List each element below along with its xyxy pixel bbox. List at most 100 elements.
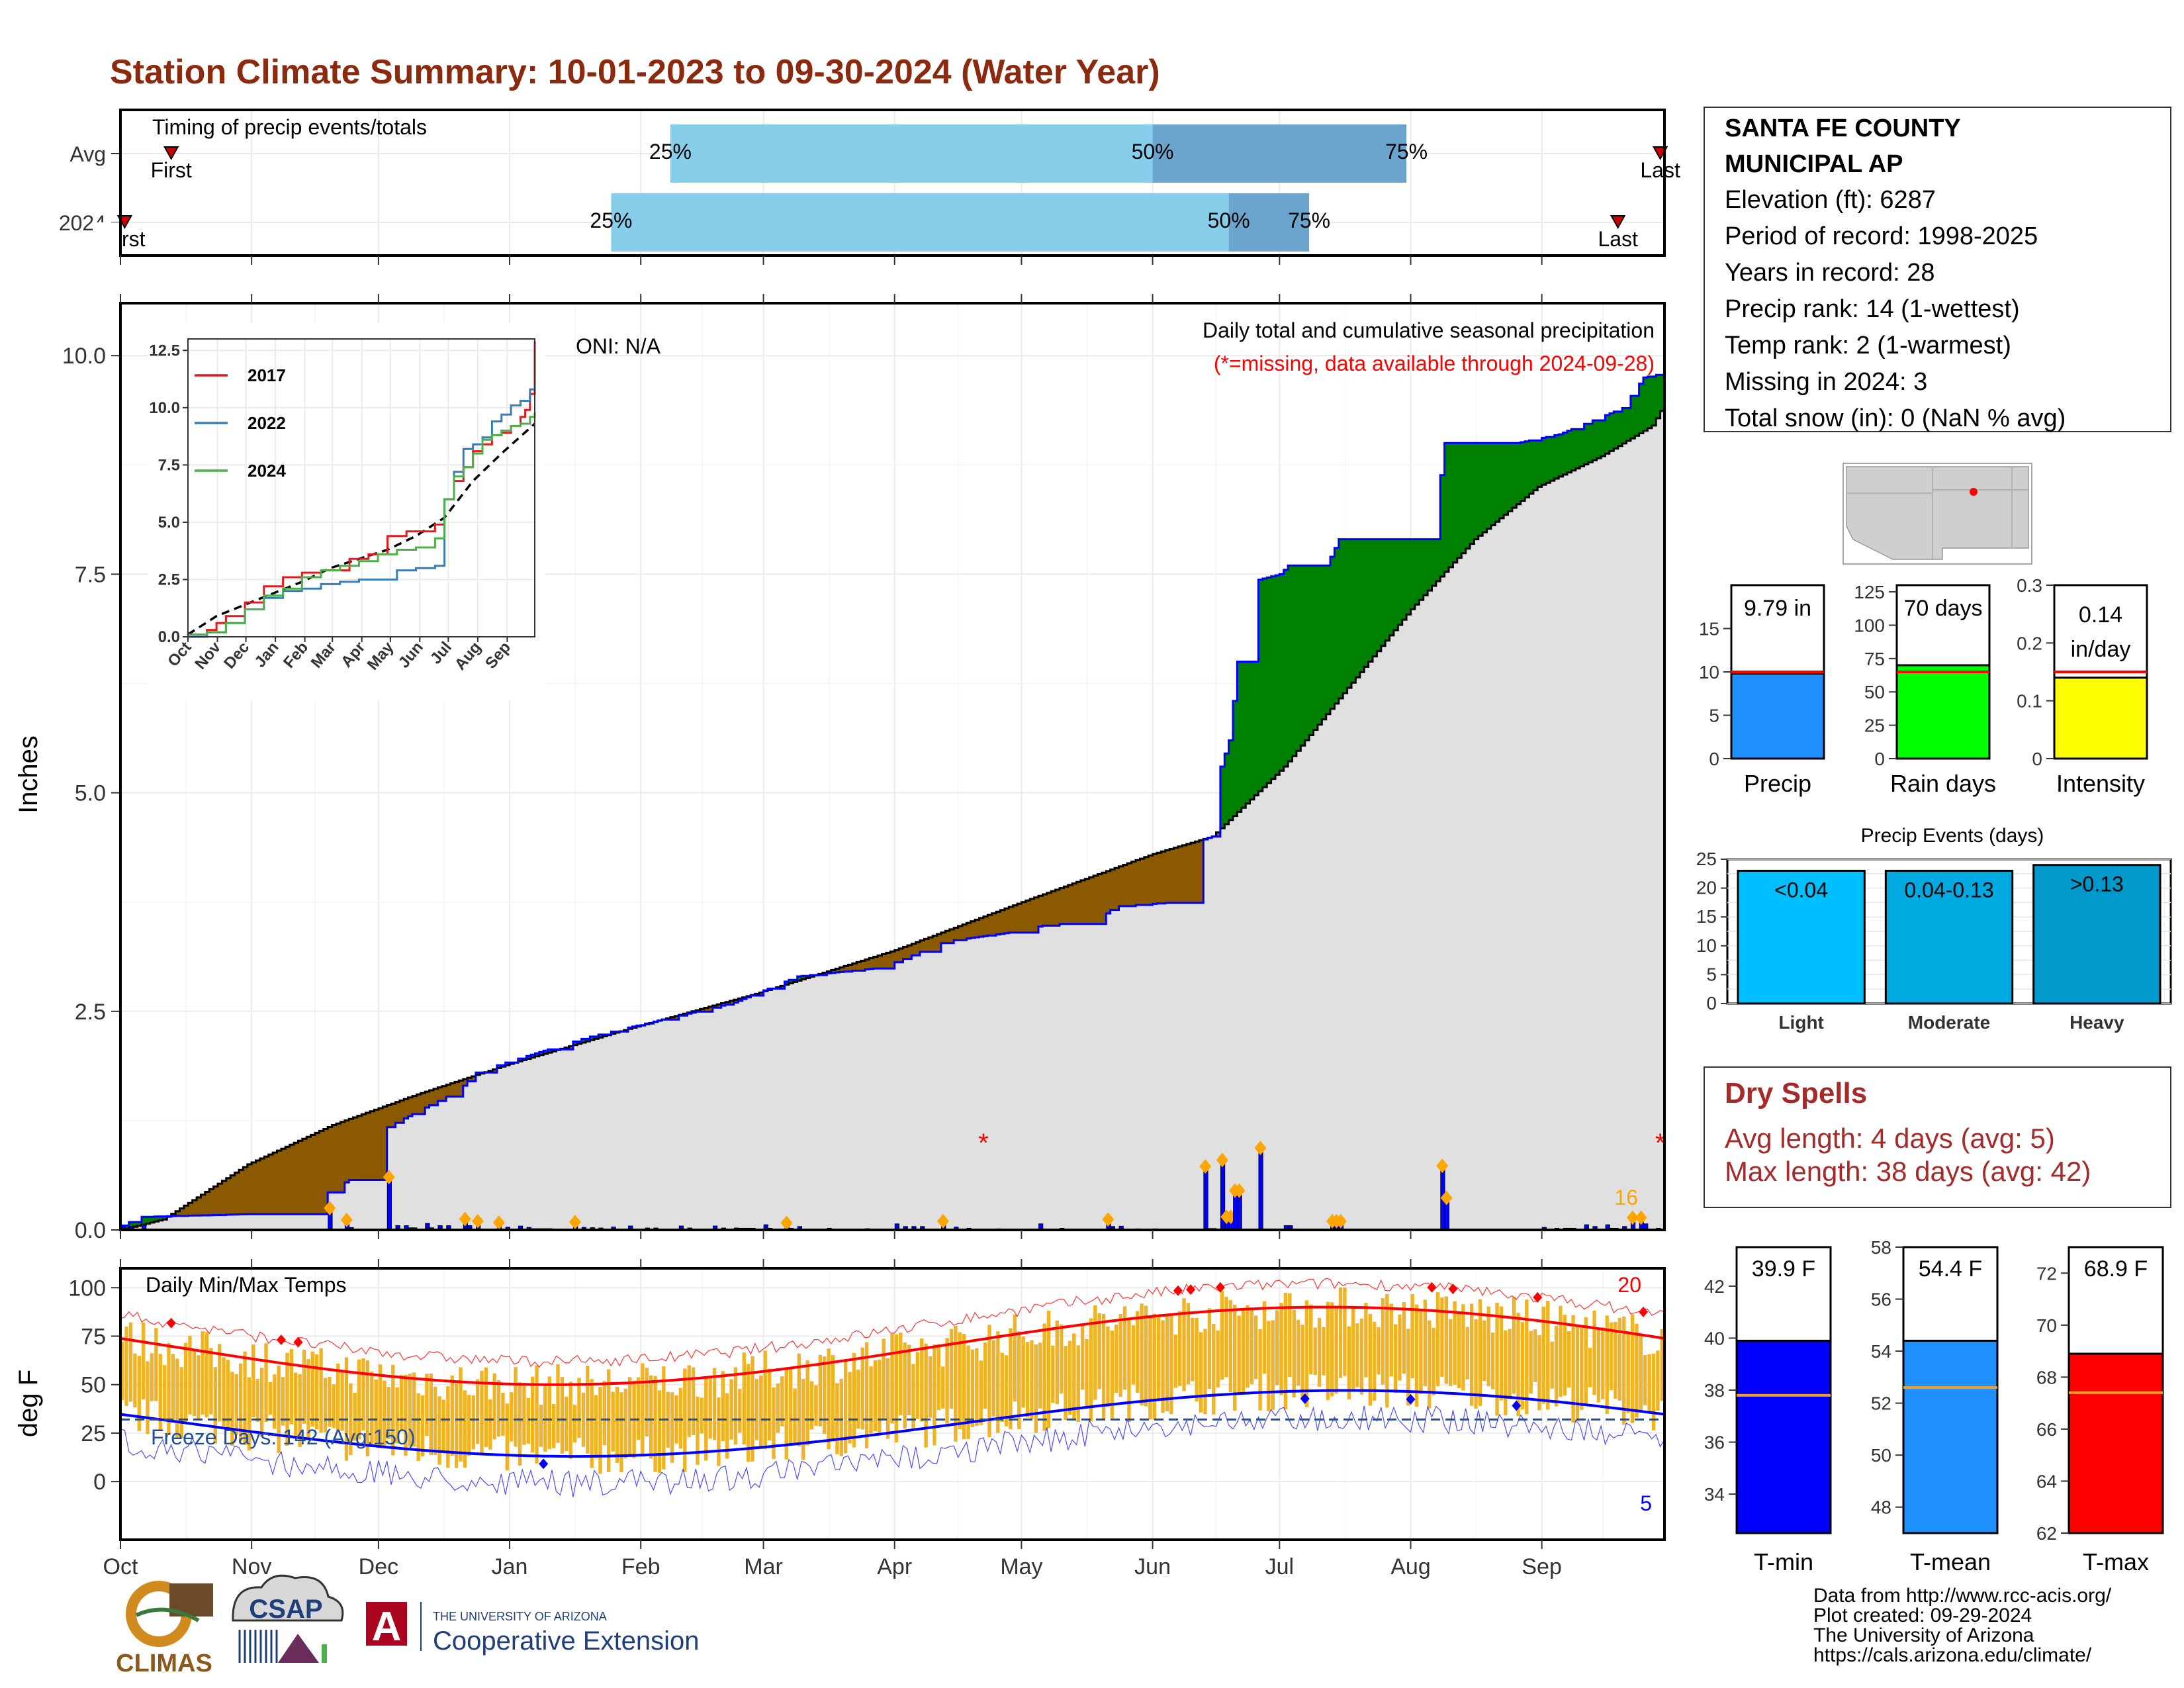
precip-deficit bbox=[1140, 859, 1145, 906]
precip-deficit bbox=[1161, 851, 1166, 904]
precip-deficit bbox=[420, 1093, 426, 1114]
precip-deficit bbox=[1064, 886, 1069, 924]
precip-ytick-label: 5.0 bbox=[75, 781, 106, 806]
precip-deficit bbox=[437, 1087, 443, 1102]
temp-daily-range bbox=[1461, 1304, 1465, 1391]
temp-daily-range bbox=[907, 1344, 911, 1416]
precip-record-marker bbox=[1626, 1210, 1639, 1225]
precip-deficit bbox=[433, 1088, 438, 1105]
csap-logo-text: CSAP bbox=[249, 1595, 322, 1624]
temp-daily-range bbox=[1575, 1324, 1580, 1421]
precip-surplus bbox=[1237, 661, 1242, 812]
precip-deficit bbox=[882, 954, 887, 969]
temp-daily-range bbox=[700, 1397, 704, 1434]
precip-deficit bbox=[1030, 899, 1035, 933]
temp-daily-range bbox=[801, 1379, 805, 1460]
temp-daily-range bbox=[793, 1388, 797, 1443]
temp-daily-range bbox=[864, 1342, 869, 1449]
precip-deficit bbox=[251, 1162, 257, 1215]
temp-daily-range bbox=[623, 1388, 628, 1459]
temp-daily-range bbox=[268, 1382, 273, 1415]
temp-daily-range bbox=[725, 1393, 729, 1459]
temp-daily-range bbox=[788, 1369, 793, 1444]
temp-record-max-marker bbox=[1448, 1284, 1458, 1295]
precip-deficit bbox=[1038, 896, 1044, 927]
precip-surplus bbox=[1453, 443, 1458, 563]
precip-surplus bbox=[1457, 443, 1462, 558]
temp-daily-range bbox=[991, 1340, 996, 1417]
precip-deficit bbox=[319, 1131, 324, 1215]
precip-deficit bbox=[399, 1100, 404, 1123]
temp-daily-range bbox=[1258, 1329, 1262, 1411]
precip-deficit bbox=[306, 1137, 312, 1215]
precip-surplus bbox=[158, 1216, 163, 1221]
summary-bar-ytick-label: 0 bbox=[2032, 749, 2042, 769]
ua-logo: A THE UNIVERSITY OF ARIZONA Cooperative Ex… bbox=[366, 1602, 699, 1656]
timing-p25-label: 25% bbox=[649, 140, 692, 164]
temp-daily-range bbox=[412, 1372, 416, 1447]
events-bar-value: 0.04-0.13 bbox=[1904, 878, 1993, 902]
precip-surplus bbox=[784, 981, 790, 985]
precip-surplus bbox=[1546, 437, 1551, 483]
precip-deficit bbox=[1097, 874, 1103, 924]
precip-deficit bbox=[1144, 857, 1149, 906]
temp-daily-range bbox=[729, 1379, 733, 1440]
temp-daily-range bbox=[340, 1372, 344, 1431]
precip-deficit bbox=[298, 1141, 303, 1215]
precip-surplus bbox=[1588, 424, 1593, 463]
precip-deficit bbox=[213, 1186, 218, 1215]
temp-record-min-line bbox=[120, 1405, 1665, 1497]
summary-bar-value: 70 days bbox=[1903, 596, 1982, 621]
precip-missing-marker: * bbox=[978, 1129, 989, 1158]
precip-surplus bbox=[1592, 420, 1598, 461]
precip-record-marker bbox=[471, 1213, 484, 1229]
temp-daily-range bbox=[475, 1379, 480, 1444]
temp-daily-range bbox=[234, 1374, 238, 1435]
temp-daily-range bbox=[1647, 1354, 1651, 1414]
temp-daily-range bbox=[873, 1360, 878, 1432]
precip-surplus bbox=[1563, 432, 1568, 475]
events-ytick-label: 15 bbox=[1696, 906, 1717, 927]
precip-surplus bbox=[518, 1058, 523, 1062]
temp-xtick-label: May bbox=[1000, 1554, 1042, 1579]
precip-surplus bbox=[1486, 443, 1492, 529]
temp-bar-ytick-label: 48 bbox=[1871, 1497, 1891, 1518]
temp-daily-range bbox=[1516, 1312, 1520, 1417]
temp-daily-range bbox=[869, 1366, 873, 1434]
precip-surplus bbox=[1258, 579, 1263, 792]
summary-bar-ytick-label: 125 bbox=[1854, 582, 1885, 602]
precip-record-marker bbox=[340, 1212, 353, 1227]
temp-panel-title: Daily Min/Max Temps bbox=[146, 1273, 346, 1297]
timing-title: Timing of precip events/totals bbox=[152, 115, 427, 139]
temp-daily-range bbox=[222, 1357, 226, 1427]
temp-daily-range bbox=[404, 1374, 408, 1456]
timing-first-marker bbox=[163, 146, 179, 161]
timing-bar-50-75 bbox=[1228, 193, 1310, 252]
temp-daily-range bbox=[1161, 1320, 1165, 1413]
inset-series-2024 bbox=[188, 412, 536, 635]
precip-deficit bbox=[450, 1083, 455, 1097]
temp-daily-range bbox=[1140, 1303, 1144, 1405]
temp-daily-range bbox=[459, 1367, 463, 1462]
precip-ytick-label: 0.0 bbox=[75, 1218, 106, 1243]
precip-surplus bbox=[1288, 565, 1293, 762]
temp-daily-range bbox=[941, 1366, 945, 1409]
precip-deficit bbox=[378, 1108, 383, 1180]
precip-deficit bbox=[920, 940, 925, 952]
precip-deficit bbox=[1152, 854, 1158, 904]
precip-ytick-label: 7.5 bbox=[75, 562, 106, 587]
ua-logo-block bbox=[366, 1602, 407, 1646]
precip-surplus bbox=[1241, 661, 1246, 808]
temp-daily-range bbox=[586, 1365, 590, 1454]
temp-daily-range bbox=[1177, 1311, 1182, 1386]
precip-record-marker bbox=[1635, 1210, 1647, 1225]
precip-deficit bbox=[1199, 840, 1204, 904]
dry-spells-avg: Avg length: 4 days (avg: 5) bbox=[1725, 1123, 2055, 1154]
precip-deficit bbox=[395, 1102, 400, 1123]
temp-record-max-marker bbox=[276, 1335, 286, 1346]
precip-deficit bbox=[454, 1082, 459, 1097]
temp-daily-range bbox=[1508, 1329, 1512, 1399]
precip-record-marker bbox=[1102, 1212, 1115, 1227]
precip-deficit bbox=[987, 915, 993, 936]
temp-daily-range bbox=[420, 1395, 425, 1457]
